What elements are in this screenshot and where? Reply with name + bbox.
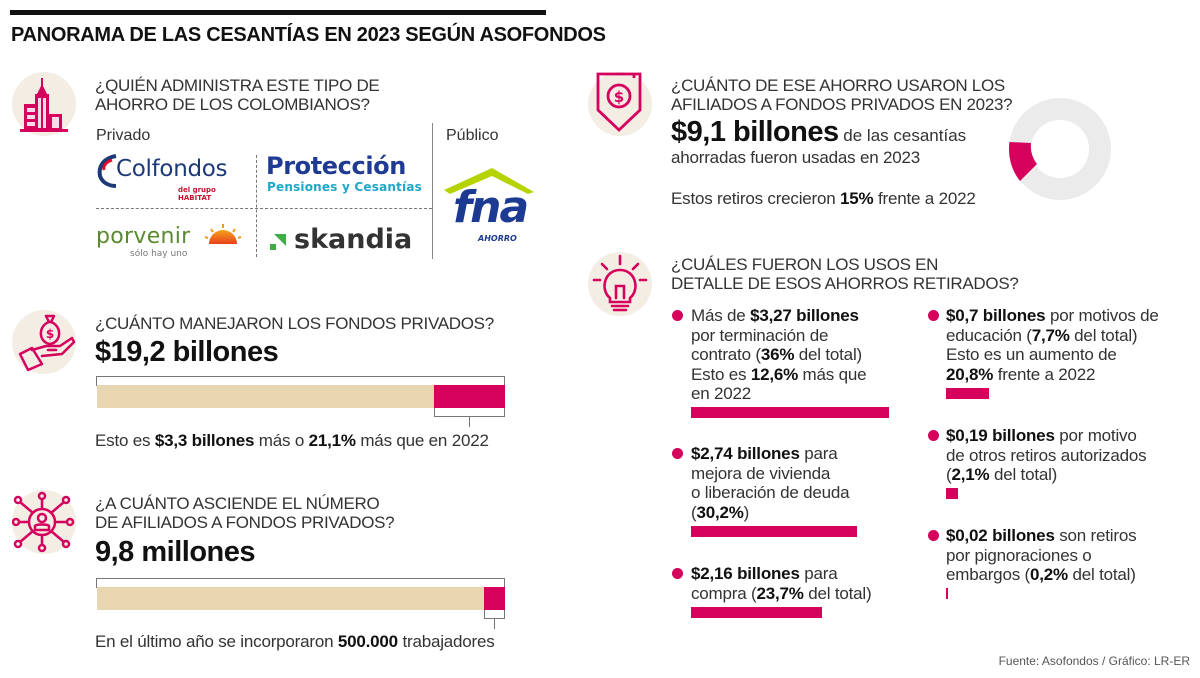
public-label: Público [446,127,499,144]
managed-bar-chart [96,376,506,427]
bullet-dot [672,448,683,459]
usage-donut-chart [1008,98,1111,200]
roof-icon [444,168,534,194]
affiliates-note: En el último año se incorporaron 500.000… [95,632,495,651]
details-question: ¿CUÁLES FUERON LOS USOS EN DETALLE DE ES… [671,255,1019,293]
public-divider [432,123,433,259]
use-bar-termination [691,407,889,418]
proteccion-logo: Protección Pensiones y Cesantías [266,152,426,202]
sun-icon [204,224,242,244]
admin-question: ¿QUIÉN ADMINISTRA ESTE TIPO DE AHORRO DE… [95,76,380,114]
managed-value: $19,2 billones [95,336,279,368]
affiliates-bar-base [97,587,485,610]
use-bar-education [946,388,989,399]
use-bar-garnishment [946,588,948,599]
bullet-dot [928,530,939,541]
skandia-logo: skandia [268,222,428,262]
fna-name: fna [453,182,529,233]
proteccion-tagline: Pensiones y Cesantías [267,180,422,194]
managed-note: Esto es $3,3 billones más o 21,1% más qu… [95,431,489,450]
bullet-dot [672,310,683,321]
use-bar-purchase [691,607,822,618]
usage-value: $9,1 billones [671,116,839,148]
svg-text:$: $ [46,327,54,341]
network-person-icon [12,490,76,554]
use-bar-other [946,488,958,499]
money-hand-icon: $ [12,310,76,374]
private-label: Privado [96,127,151,144]
use-bar-housing [691,526,857,537]
porvenir-tagline: sólo hay uno [130,249,188,259]
shield-dollar-icon: $ [588,72,652,136]
building-icon [12,72,76,136]
source-credit: Fuente: Asofondos / Gráfico: LR-ER [998,654,1190,668]
colfondos-logo: Colfondos del grupo HABITAT [96,152,246,202]
managed-bar-increase [434,385,505,408]
bullet-dot [672,568,683,579]
usage-donut-segment [1008,142,1037,181]
bullet-dot [928,430,939,441]
fna-tagline: AHORRO [478,234,517,243]
colfondos-tagline: del grupo HABITAT [178,186,216,202]
proteccion-name: Protección [266,152,406,180]
usage-value-suffix: de las cesantías [838,126,967,145]
colfondos-name: Colfondos [116,156,228,182]
top-rule [10,10,546,15]
logo-grid-divider-h [96,208,432,209]
fna-logo: fna AHORRO [444,168,536,250]
affiliates-question: ¿A CUÁNTO ASCIENDE EL NÚMERO DE AFILIADO… [95,494,395,532]
skandia-mark-icon [270,234,286,250]
managed-bar-base [97,385,435,408]
usage-value-line: $9,1 billones de las cesantías [671,116,966,149]
porvenir-name: porvenir [96,224,191,249]
lightbulb-icon [588,252,652,316]
usage-line2: ahorradas fueron usadas en 2023 [671,148,920,167]
usage-question: ¿CUÁNTO DE ESE AHORRO USARON LOS AFILIAD… [671,76,1013,114]
affiliates-bar-chart [96,578,506,629]
svg-text:$: $ [614,88,624,106]
managed-question: ¿CUÁNTO MANEJARON LOS FONDOS PRIVADOS? [95,314,494,333]
porvenir-logo: porvenir sólo hay uno [96,222,246,262]
bullet-dot [928,310,939,321]
affiliates-value: 9,8 millones [95,536,256,568]
skandia-name: skandia [294,224,413,255]
logo-grid-divider-v [256,155,257,257]
usage-growth: Estos retiros crecieron 15% frente a 202… [671,189,976,208]
affiliates-bar-new [484,587,505,610]
page-title: PANORAMA DE LAS CESANTÍAS EN 2023 SEGÚN … [11,24,606,46]
